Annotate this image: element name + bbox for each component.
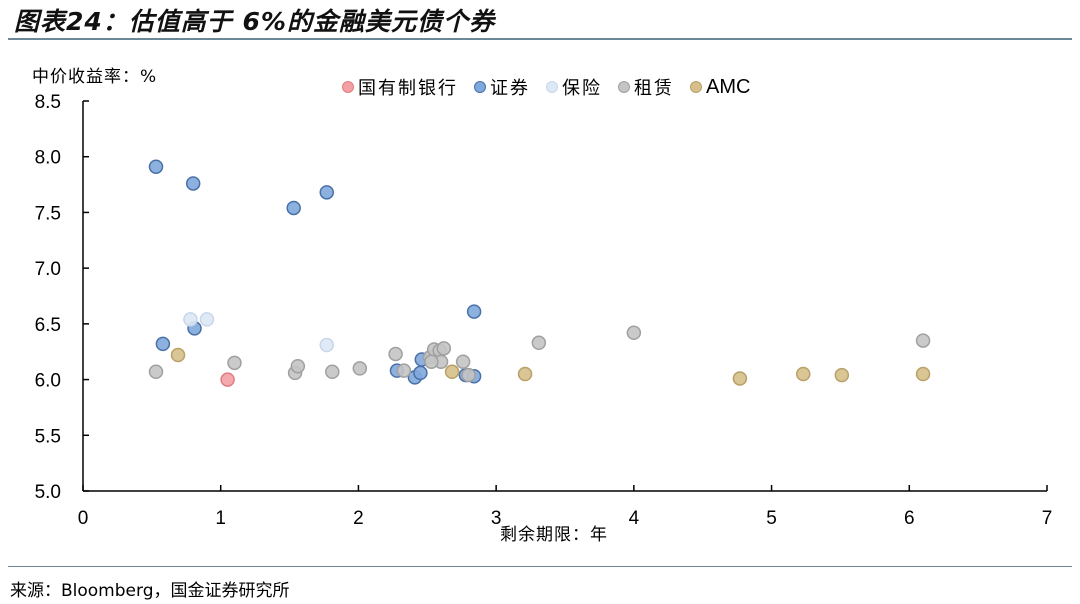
source-note: 来源：Bloomberg，国金证券研究所 [10, 581, 290, 601]
x-tick-label: 5 [766, 508, 777, 529]
y-axis-label: 中价收益率：% [32, 67, 158, 87]
legend-label: 证券 [490, 78, 530, 99]
x-tick-label: 3 [491, 508, 502, 529]
data-point [319, 337, 335, 353]
legend-marker-icon [474, 81, 486, 93]
legend-marker-icon [546, 81, 558, 93]
x-tick-label: 0 [78, 508, 89, 529]
data-point [290, 358, 306, 374]
x-tick-label: 7 [1042, 508, 1053, 529]
y-tick-label: 5.5 [35, 426, 61, 447]
data-point [834, 367, 850, 383]
data-point [915, 333, 931, 348]
x-tick-label: 2 [353, 508, 364, 529]
y-tick-label: 5.0 [35, 482, 61, 503]
chart-title: 图表24：估值高于 6%的金融美元债个券 [14, 7, 495, 36]
data-point [517, 366, 533, 382]
data-point [396, 363, 412, 378]
title-divider [8, 38, 1072, 40]
axes: 5.0 5.5 6.0 6.5 7.0 7.5 8.0 8.5 0 1 2 3 4 5 6 7 [35, 92, 1053, 529]
data-point [183, 312, 198, 327]
data-point [319, 185, 335, 200]
x-axis-label: 剩余期限：年 [500, 525, 608, 545]
data-point [199, 312, 215, 327]
data-point [148, 159, 164, 174]
data-point [286, 200, 301, 216]
legend-label: 保险 [562, 78, 602, 99]
legend-item-amc: AMC [690, 76, 750, 99]
legend-label: AMC [706, 75, 751, 98]
data-point [444, 364, 460, 380]
y-tick-label: 8.5 [35, 92, 61, 113]
data-point [626, 325, 642, 341]
y-tick-label: 6.0 [35, 371, 61, 392]
legend-marker-icon [618, 81, 630, 93]
data-point [455, 354, 471, 369]
footer-divider [8, 566, 1072, 567]
data-point [220, 372, 235, 387]
data-point [466, 304, 482, 319]
legend-item-leasing: 租赁 [618, 74, 674, 100]
data-point [424, 354, 439, 369]
data-point [461, 367, 476, 383]
legend-label: 租赁 [634, 78, 674, 99]
data-point [155, 336, 171, 352]
legend-label: 国有制银行 [358, 78, 458, 99]
data-point [352, 361, 368, 376]
data-point [732, 371, 748, 386]
x-tick-label: 1 [215, 508, 226, 529]
y-tick-label: 6.5 [35, 315, 61, 336]
data-point [436, 341, 452, 356]
data-point [531, 335, 547, 351]
data-point [388, 346, 403, 362]
x-tick-label: 6 [904, 508, 915, 529]
data-point [185, 176, 201, 191]
legend-marker-icon [690, 81, 702, 93]
legend-item-state-banks: 国有制银行 [342, 74, 458, 100]
y-tick-label: 8.0 [35, 148, 61, 169]
data-point [915, 366, 931, 382]
x-tick-label: 4 [629, 508, 640, 529]
data-points [148, 159, 931, 387]
data-point [170, 347, 186, 363]
data-point [325, 364, 340, 380]
y-tick-label: 7.5 [35, 203, 61, 224]
legend-item-securities: 证券 [474, 74, 530, 100]
y-tick-label: 7.0 [35, 259, 61, 280]
data-point [227, 355, 242, 371]
data-point [148, 364, 164, 380]
data-point [413, 365, 428, 381]
legend-marker-icon [342, 81, 354, 93]
legend: 国有制银行 证券 保险 租赁 AMC [342, 74, 766, 100]
data-point [795, 366, 811, 382]
legend-item-insurance: 保险 [546, 74, 602, 100]
